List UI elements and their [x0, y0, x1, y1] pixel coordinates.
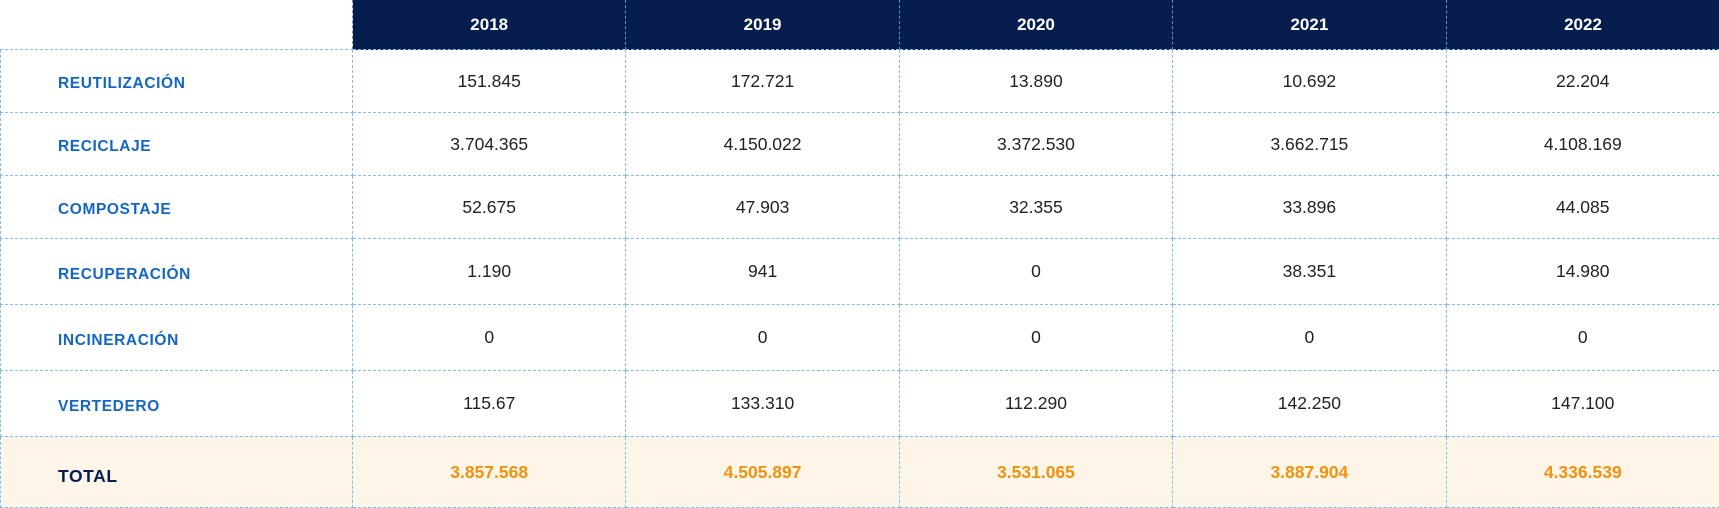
- value-cell: 3.704.365: [353, 113, 626, 176]
- table-row: INCINERACIÓN 0 0 0 0 0: [1, 305, 1719, 371]
- value-cell: 133.310: [626, 371, 899, 437]
- value-cell: 0: [899, 239, 1172, 305]
- row-label: REUTILIZACIÓN: [1, 50, 353, 113]
- value-cell: 44.085: [1446, 176, 1719, 239]
- total-value-cell: 3.857.568: [353, 437, 626, 508]
- total-label: TOTAL: [1, 437, 353, 508]
- header-row: 2018 2019 2020 2021 2022: [1, 0, 1719, 50]
- year-header: 2018: [353, 0, 626, 50]
- value-cell: 0: [353, 305, 626, 371]
- total-value-cell: 3.531.065: [899, 437, 1172, 508]
- row-label: INCINERACIÓN: [1, 305, 353, 371]
- value-cell: 115.67: [353, 371, 626, 437]
- value-cell: 38.351: [1173, 239, 1446, 305]
- value-cell: 13.890: [899, 50, 1172, 113]
- table-row: RECUPERACIÓN 1.190 941 0 38.351 14.980: [1, 239, 1719, 305]
- value-cell: 10.692: [1173, 50, 1446, 113]
- value-cell: 1.190: [353, 239, 626, 305]
- total-row: TOTAL 3.857.568 4.505.897 3.531.065 3.88…: [1, 437, 1719, 508]
- total-value-cell: 4.505.897: [626, 437, 899, 508]
- value-cell: 0: [626, 305, 899, 371]
- value-cell: 47.903: [626, 176, 899, 239]
- value-cell: 941: [626, 239, 899, 305]
- value-cell: 112.290: [899, 371, 1172, 437]
- value-cell: 3.662.715: [1173, 113, 1446, 176]
- table-row: REUTILIZACIÓN 151.845 172.721 13.890 10.…: [1, 50, 1719, 113]
- value-cell: 142.250: [1173, 371, 1446, 437]
- value-cell: 32.355: [899, 176, 1172, 239]
- year-header: 2019: [626, 0, 899, 50]
- corner-cell: [1, 0, 353, 50]
- row-label: COMPOSTAJE: [1, 176, 353, 239]
- total-value-cell: 3.887.904: [1173, 437, 1446, 508]
- value-cell: 172.721: [626, 50, 899, 113]
- value-cell: 4.108.169: [1446, 113, 1719, 176]
- value-cell: 0: [1446, 305, 1719, 371]
- value-cell: 0: [899, 305, 1172, 371]
- value-cell: 22.204: [1446, 50, 1719, 113]
- year-header: 2021: [1173, 0, 1446, 50]
- value-cell: 52.675: [353, 176, 626, 239]
- year-header: 2022: [1446, 0, 1719, 50]
- value-cell: 147.100: [1446, 371, 1719, 437]
- value-cell: 3.372.530: [899, 113, 1172, 176]
- row-label: RECUPERACIÓN: [1, 239, 353, 305]
- value-cell: 4.150.022: [626, 113, 899, 176]
- total-value-cell: 4.336.539: [1446, 437, 1719, 508]
- year-header: 2020: [899, 0, 1172, 50]
- table-row: COMPOSTAJE 52.675 47.903 32.355 33.896 4…: [1, 176, 1719, 239]
- row-label: VERTEDERO: [1, 371, 353, 437]
- value-cell: 151.845: [353, 50, 626, 113]
- row-label: RECICLAJE: [1, 113, 353, 176]
- value-cell: 0: [1173, 305, 1446, 371]
- value-cell: 14.980: [1446, 239, 1719, 305]
- table-row: RECICLAJE 3.704.365 4.150.022 3.372.530 …: [1, 113, 1719, 176]
- table-row: VERTEDERO 115.67 133.310 112.290 142.250…: [1, 371, 1719, 437]
- value-cell: 33.896: [1173, 176, 1446, 239]
